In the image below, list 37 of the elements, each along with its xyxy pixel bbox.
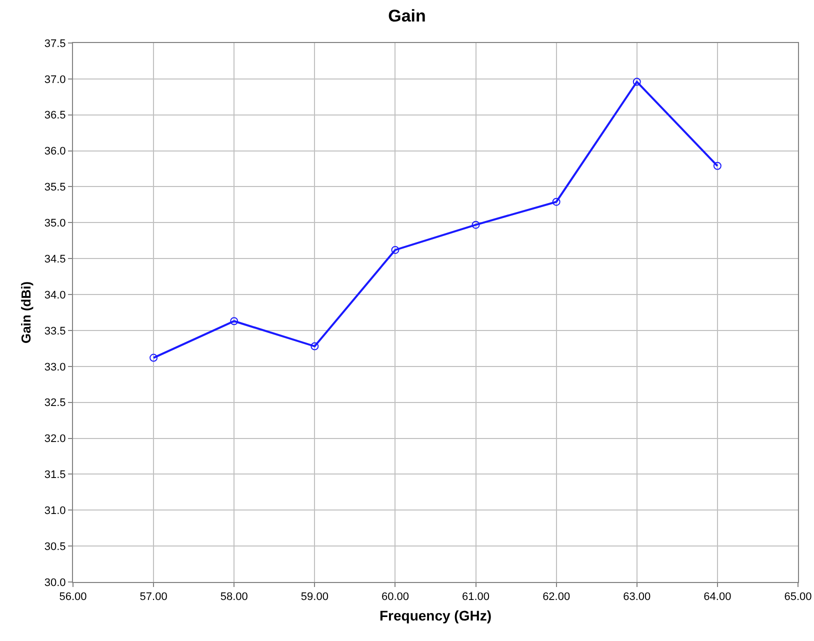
chart-title: Gain (388, 6, 426, 26)
y-tick-label: 30.5 (44, 540, 66, 553)
x-tick-label: 59.00 (300, 591, 328, 604)
y-axis-title: Gain (dBi) (18, 281, 34, 344)
x-tick-label: 65.00 (784, 591, 812, 604)
y-tick-label: 31.5 (44, 469, 66, 482)
x-tick-label: 56.00 (59, 591, 87, 604)
point (552, 198, 560, 206)
y-tick-label: 36.5 (44, 110, 66, 122)
x-tick-label: 57.00 (140, 591, 168, 604)
y-tick-label: 30.0 (44, 576, 66, 589)
y-tick-label: 37.0 (44, 74, 66, 86)
point (150, 354, 158, 362)
x-tick-label: 58.00 (220, 591, 248, 604)
y-tick-label: 33.0 (44, 361, 66, 374)
y-tick-label: 32.0 (44, 433, 66, 446)
x-tick-label: 64.00 (704, 591, 732, 604)
y-tick-label: 31.0 (44, 504, 66, 517)
x-tick-label: 61.00 (462, 591, 490, 604)
y-tick-label: 34.0 (44, 289, 66, 302)
point (310, 342, 319, 350)
x-tick-label: 63.00 (623, 591, 651, 604)
x-tick-label: 62.00 (542, 591, 570, 604)
y-tick-label: 34.5 (44, 253, 66, 266)
x-tick-label: 60.00 (381, 591, 409, 604)
point (230, 317, 238, 326)
point (391, 246, 400, 254)
y-tick-label: 36.0 (44, 146, 66, 158)
y-tick-label: 35.0 (44, 218, 66, 230)
point (472, 220, 480, 229)
point (713, 162, 722, 170)
y-tick-label: 32.5 (44, 397, 66, 410)
y-tick-label: 33.5 (44, 325, 66, 338)
x-axis-title: Frequency (GHz) (379, 608, 492, 624)
y-tick-label: 37.5 (44, 38, 66, 50)
point (632, 78, 641, 86)
y-tick-label: 35.5 (44, 182, 66, 194)
